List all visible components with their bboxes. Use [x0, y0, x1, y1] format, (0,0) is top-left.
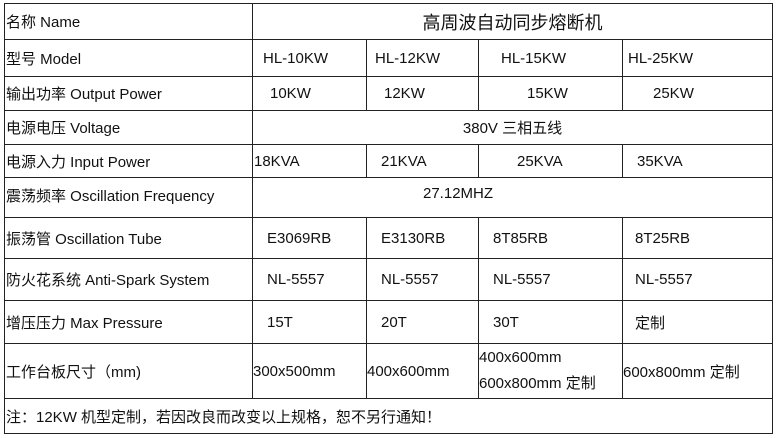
cell: HL-15KW [478, 39, 623, 77]
cell: 18KVA [252, 144, 367, 178]
cell: E3130RB [366, 217, 479, 259]
row-table-size: 工作台板尺寸（mm) 300x500mm 400x600mm 400x600mm… [4, 343, 773, 399]
cell: 8T25RB [622, 217, 773, 259]
cell: 35KVA [622, 144, 773, 178]
cell: NL-5557 [252, 258, 367, 301]
cell: 25KW [622, 76, 773, 111]
label-antispark: 防火花系统 Anti-Spark System [4, 258, 253, 301]
label-voltage: 电源电压 Voltage [4, 110, 253, 145]
label-name: 名称 Name [4, 3, 253, 40]
cell: HL-25KW [622, 39, 773, 77]
row-output: 输出功率 Output Power 10KW 12KW 15KW 25KW [4, 76, 773, 111]
cell: NL-5557 [478, 258, 623, 301]
cell: 25KVA [478, 144, 623, 178]
label-frequency: 震荡频率 Oscillation Frequency [4, 177, 253, 218]
row-antispark: 防火花系统 Anti-Spark System NL-5557 NL-5557 … [4, 258, 773, 301]
row-pressure: 增压压力 Max Pressure 15T 20T 30T 定制 [4, 300, 773, 344]
cell: 定制 [622, 300, 773, 344]
cell: 10KW [252, 76, 367, 111]
cell: 400x600mm [366, 343, 479, 399]
cell: 12KW [366, 76, 479, 111]
cell: NL-5557 [366, 258, 479, 301]
cell: 30T [478, 300, 623, 344]
cell: E3069RB [252, 217, 367, 259]
label-pressure: 增压压力 Max Pressure [4, 300, 253, 344]
cell: HL-10KW [252, 39, 367, 77]
row-name: 名称 Name 高周波自动同步熔断机 [4, 3, 773, 40]
cell: 27.12MHZ [252, 177, 773, 218]
cell-line: 400x600mm [479, 349, 562, 366]
cell: 8T85RB [478, 217, 623, 259]
row-voltage: 电源电压 Voltage 380V 三相五线 [4, 110, 773, 145]
label-output: 输出功率 Output Power [4, 76, 253, 111]
cell: NL-5557 [622, 258, 773, 301]
cell: 21KVA [366, 144, 479, 178]
note: 注：12KW 机型定制，若因改良而改变以上规格，恕不另行通知！ [4, 398, 773, 434]
cell-line: 600x800mm 定制 [479, 375, 596, 392]
cell: 400x600mm 600x800mm 定制 [478, 343, 623, 399]
label-tube: 振荡管 Oscillation Tube [4, 217, 253, 259]
cell: 15T [252, 300, 367, 344]
row-model: 型号 Model HL-10KW HL-12KW HL-15KW HL-25KW [4, 39, 773, 77]
label-model: 型号 Model [4, 39, 253, 77]
row-input: 电源入力 Input Power 18KVA 21KVA 25KVA 35KVA [4, 144, 773, 178]
row-note: 注：12KW 机型定制，若因改良而改变以上规格，恕不另行通知！ [4, 398, 773, 434]
label-table-size: 工作台板尺寸（mm) [4, 343, 253, 399]
cell: 380V 三相五线 [252, 110, 773, 145]
product-name: 高周波自动同步熔断机 [252, 3, 773, 40]
cell: 300x500mm [252, 343, 367, 399]
cell: HL-12KW [366, 39, 479, 77]
cell: 20T [366, 300, 479, 344]
spec-table: 名称 Name 高周波自动同步熔断机 型号 Model HL-10KW HL-1… [4, 3, 773, 434]
row-tube: 振荡管 Oscillation Tube E3069RB E3130RB 8T8… [4, 217, 773, 259]
cell: 600x800mm 定制 [622, 343, 773, 399]
label-input: 电源入力 Input Power [4, 144, 253, 178]
row-frequency: 震荡频率 Oscillation Frequency 27.12MHZ [4, 177, 773, 218]
cell: 15KW [478, 76, 623, 111]
